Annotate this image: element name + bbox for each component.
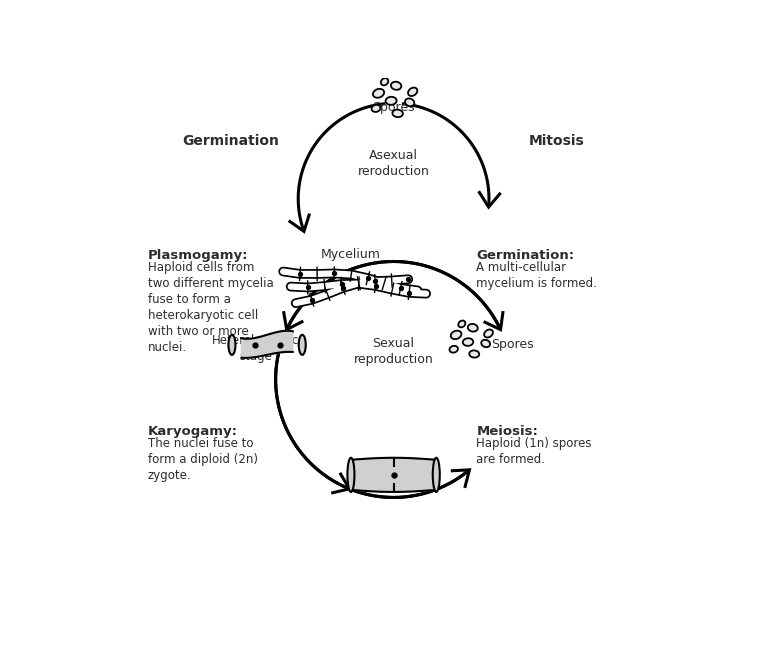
Ellipse shape (386, 96, 396, 105)
Ellipse shape (347, 458, 355, 492)
Ellipse shape (469, 350, 479, 357)
Text: Mycelium: Mycelium (321, 248, 381, 261)
Ellipse shape (299, 334, 306, 355)
Polygon shape (351, 458, 436, 492)
Text: Meiosis:: Meiosis: (476, 424, 538, 437)
Text: A multi-cellular
mycelium is formed.: A multi-cellular mycelium is formed. (476, 261, 598, 291)
Ellipse shape (432, 458, 440, 492)
Ellipse shape (482, 340, 490, 348)
Text: Haploid cells from
two different mycelia
fuse to form a
heterokaryotic cell
with: Haploid cells from two different mycelia… (147, 261, 273, 355)
Text: Haploid (1n) spores
are formed.: Haploid (1n) spores are formed. (476, 437, 592, 466)
Text: The nuclei fuse to
form a diploid (2n)
zygote.: The nuclei fuse to form a diploid (2n) z… (147, 437, 257, 482)
Ellipse shape (451, 331, 462, 339)
Text: Spores: Spores (372, 101, 415, 114)
Text: Germination: Germination (182, 134, 279, 148)
Ellipse shape (484, 329, 493, 338)
Ellipse shape (391, 82, 402, 90)
Ellipse shape (458, 321, 465, 327)
Text: Heterokaryotic
stage: Heterokaryotic stage (212, 334, 300, 363)
Ellipse shape (405, 98, 414, 106)
Text: Asexual
reroduction: Asexual reroduction (358, 149, 429, 178)
Ellipse shape (392, 110, 403, 117)
Text: Germination:: Germination: (476, 249, 574, 262)
Text: Plasmogamy:: Plasmogamy: (147, 249, 248, 262)
Polygon shape (241, 331, 293, 358)
Text: Zygote: Zygote (372, 480, 415, 493)
Ellipse shape (373, 89, 384, 98)
Ellipse shape (449, 346, 458, 353)
Ellipse shape (468, 324, 478, 332)
Ellipse shape (228, 334, 236, 355)
Text: Sexual
reproduction: Sexual reproduction (354, 337, 433, 366)
Ellipse shape (463, 338, 473, 346)
Text: Mitosis: Mitosis (529, 134, 584, 148)
Text: Karyogamy:: Karyogamy: (147, 424, 237, 437)
Text: Spores: Spores (492, 338, 534, 351)
Ellipse shape (381, 78, 389, 85)
Ellipse shape (408, 87, 417, 96)
Ellipse shape (372, 105, 380, 112)
